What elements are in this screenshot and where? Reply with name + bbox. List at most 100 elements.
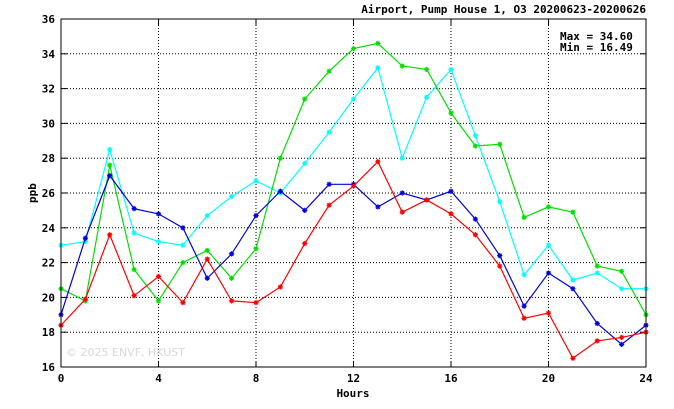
data-point-marker	[302, 96, 308, 102]
data-point-marker	[277, 155, 283, 161]
data-point-marker	[472, 216, 478, 222]
chart-title: Airport, Pump House 1, O3 20200623-20200…	[361, 3, 646, 16]
data-point-marker	[131, 230, 137, 236]
data-point-marker	[570, 286, 576, 292]
y-tick-label: 16	[42, 361, 56, 374]
data-point-marker	[545, 204, 552, 210]
series-lines	[58, 40, 649, 361]
data-point-marker	[302, 207, 308, 213]
data-point-marker	[107, 146, 113, 153]
data-point-marker	[302, 240, 308, 247]
y-tick-label: 32	[42, 83, 55, 96]
data-point-marker	[180, 300, 186, 306]
data-point-marker	[253, 213, 259, 219]
data-point-marker	[253, 178, 259, 184]
y-tick-label: 34	[42, 48, 56, 61]
watermark-text: © 2025 ENVF, HKUST	[66, 346, 185, 359]
data-point-marker	[619, 341, 625, 347]
data-point-marker	[229, 193, 235, 200]
data-point-marker	[107, 232, 113, 238]
plot-frame	[60, 18, 647, 368]
data-point-marker	[180, 260, 186, 266]
data-point-marker	[521, 272, 527, 278]
y-tick-label: 18	[42, 326, 55, 339]
data-point-marker	[155, 273, 162, 280]
y-axis-label: ppb	[26, 183, 39, 203]
data-point-marker	[497, 141, 503, 147]
data-point-marker	[375, 159, 381, 165]
data-point-marker	[277, 188, 283, 194]
data-point-marker	[277, 284, 283, 290]
data-point-marker	[399, 190, 405, 196]
data-point-marker	[619, 286, 625, 292]
y-tick-label: 36	[42, 13, 56, 26]
y-tick-label: 26	[42, 187, 56, 200]
data-point-marker	[155, 298, 162, 304]
data-point-marker	[253, 300, 259, 306]
data-point-marker	[545, 242, 552, 248]
data-point-marker	[497, 253, 503, 259]
data-point-marker	[545, 270, 552, 276]
data-point-marker	[155, 211, 162, 217]
data-point-marker	[204, 213, 210, 219]
data-point-marker	[82, 239, 88, 245]
data-point-marker	[204, 275, 210, 281]
data-point-marker	[594, 263, 600, 269]
data-point-marker	[570, 355, 576, 361]
data-point-marker	[131, 206, 137, 212]
x-tick-label: 24	[639, 372, 653, 385]
data-point-marker	[350, 183, 357, 189]
data-point-marker	[326, 68, 332, 74]
data-point-marker	[472, 132, 478, 139]
data-point-marker	[521, 315, 527, 321]
y-tick-label: 30	[42, 117, 55, 130]
grid-lines	[61, 19, 646, 367]
data-point-marker	[545, 310, 552, 316]
data-point-marker	[594, 320, 600, 327]
x-tick-label: 0	[58, 372, 65, 385]
data-point-marker	[180, 225, 186, 231]
data-point-marker	[619, 334, 625, 341]
data-point-marker	[472, 232, 478, 238]
data-point-marker	[229, 251, 235, 257]
min-annotation: Min = 16.49	[560, 41, 633, 54]
data-point-marker	[350, 96, 357, 102]
data-point-marker	[107, 162, 113, 168]
y-tick-label: 24	[42, 222, 56, 235]
data-point-marker	[472, 143, 478, 149]
data-point-marker	[448, 211, 454, 217]
data-point-marker	[204, 256, 210, 262]
data-point-marker	[448, 66, 454, 73]
x-tick-label: 12	[347, 372, 360, 385]
data-point-marker	[107, 173, 113, 179]
data-point-marker	[253, 246, 259, 252]
max-annotation: Max = 34.60	[560, 30, 633, 43]
data-point-marker	[399, 155, 405, 161]
axis-ticks: 0 4 8 12 16 20 24 16 18 20 22 24 26 28 30 32 34 36	[42, 13, 653, 385]
x-axis-label: Hours	[336, 387, 369, 400]
x-tick-label: 4	[155, 372, 162, 385]
data-point-marker	[521, 214, 527, 220]
data-point-marker	[497, 199, 503, 205]
x-tick-label: 8	[253, 372, 260, 385]
data-point-marker	[180, 242, 186, 248]
data-point-marker	[399, 209, 405, 215]
y-tick-label: 20	[42, 291, 55, 304]
data-point-marker	[326, 129, 332, 135]
data-point-marker	[302, 160, 308, 167]
data-point-marker	[131, 293, 137, 299]
data-point-marker	[229, 275, 235, 281]
data-point-marker	[155, 239, 162, 245]
data-point-marker	[594, 270, 600, 276]
data-point-marker	[424, 197, 430, 203]
data-point-marker	[326, 202, 332, 208]
data-point-marker	[326, 181, 332, 187]
data-point-marker	[594, 338, 600, 344]
x-tick-label: 20	[542, 372, 555, 385]
data-point-marker	[570, 209, 576, 215]
data-point-marker	[229, 298, 235, 304]
data-point-marker	[619, 268, 625, 274]
data-point-marker	[375, 204, 381, 210]
y-tick-label: 28	[42, 152, 55, 165]
data-point-marker	[497, 263, 503, 269]
